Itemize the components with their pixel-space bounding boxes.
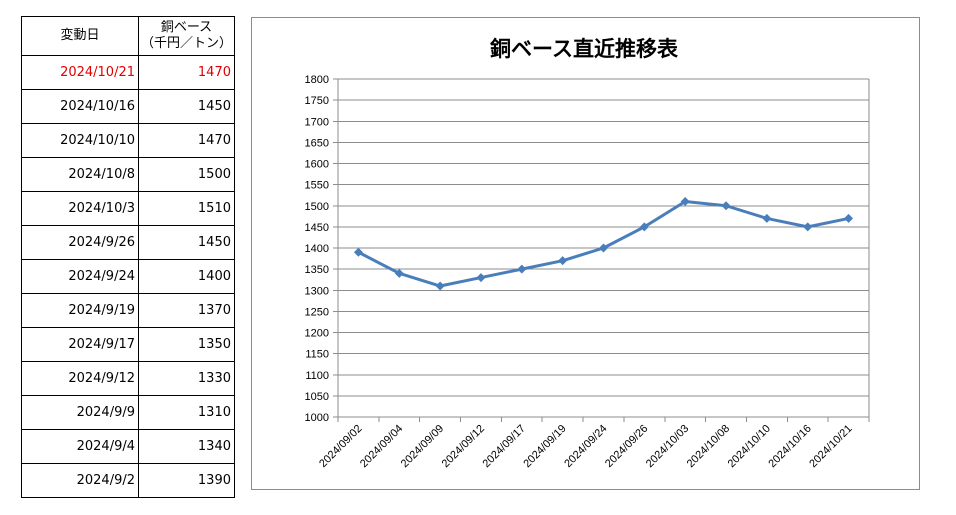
header-price-line1: 銅ベース xyxy=(160,20,213,35)
header-price-line2: （千円／トン） xyxy=(140,36,232,51)
x-tick-label: 2024/09/12 xyxy=(440,423,487,470)
x-tick-label: 2024/09/26 xyxy=(603,423,650,470)
table-row: 2024/9/26 1450 xyxy=(21,225,235,260)
header-price: 銅ベース （千円／トン） xyxy=(138,16,235,56)
row-price: 1340 xyxy=(138,429,235,464)
y-tick-label: 1200 xyxy=(305,328,329,340)
table-row: 2024/9/19 1370 xyxy=(21,293,235,328)
row-date: 2024/9/19 xyxy=(21,293,139,328)
row-date: 2024/9/9 xyxy=(21,395,139,430)
y-tick-label: 1450 xyxy=(305,222,329,234)
table-body: 2024/10/21 1470 2024/10/16 1450 2024/10/10 14… xyxy=(21,55,235,498)
x-tick-label: 2024/09/19 xyxy=(521,423,568,470)
y-tick-label: 1350 xyxy=(305,264,329,276)
data-point-marker xyxy=(639,222,649,232)
y-tick-label: 1300 xyxy=(305,285,329,297)
y-tick-label: 1400 xyxy=(305,243,329,255)
table-row: 2024/9/4 1340 xyxy=(21,429,235,464)
data-point-marker xyxy=(353,247,363,257)
y-tick-label: 1700 xyxy=(305,116,329,128)
table-row: 2024/10/3 1510 xyxy=(21,191,235,226)
x-tick-label: 2024/09/04 xyxy=(358,423,405,470)
row-price: 1310 xyxy=(138,395,235,430)
y-tick-label: 1750 xyxy=(305,95,329,107)
y-tick-label: 1550 xyxy=(305,180,329,192)
table-row: 2024/10/21 1470 xyxy=(21,55,235,90)
gridlines xyxy=(338,78,869,418)
row-price: 1400 xyxy=(138,259,235,294)
data-point-marker xyxy=(394,268,404,278)
row-date: 2024/10/3 xyxy=(21,191,139,226)
row-date: 2024/9/12 xyxy=(21,361,139,396)
data-point-marker xyxy=(844,213,854,223)
row-price: 1500 xyxy=(138,157,235,192)
row-date: 2024/9/26 xyxy=(21,225,139,260)
row-price: 1390 xyxy=(138,463,235,498)
table-row: 2024/9/9 1310 xyxy=(21,395,235,430)
data-point-marker xyxy=(762,213,772,223)
row-price: 1450 xyxy=(138,225,235,260)
y-tick-labels: 1000 1050 1100 1150 1200 1250 1300 1350 1400 1450… xyxy=(305,74,329,424)
y-tick-label: 1100 xyxy=(305,370,329,382)
table-row: 2024/10/10 1470 xyxy=(21,123,235,158)
x-tick-label: 2024/09/09 xyxy=(399,423,446,470)
row-date: 2024/9/24 xyxy=(21,259,139,294)
data-point-marker xyxy=(680,197,690,207)
row-price: 1370 xyxy=(138,293,235,328)
x-tick-label: 2024/10/21 xyxy=(807,423,854,470)
table-row: 2024/9/17 1350 xyxy=(21,327,235,362)
x-tick-label: 2024/10/08 xyxy=(685,423,732,470)
data-point-marker xyxy=(476,273,486,283)
data-point-marker xyxy=(721,201,731,211)
line-chart: 銅ベース直近推移表 1000 1050 1100 1150 1200 1250 1300 13… xyxy=(305,37,870,470)
row-date: 2024/10/21 xyxy=(21,55,139,90)
row-price: 1450 xyxy=(138,89,235,124)
row-price: 1470 xyxy=(138,55,235,90)
x-tick-label: 2024/09/02 xyxy=(317,423,364,470)
data-point-marker xyxy=(517,264,527,274)
y-tick-label: 1800 xyxy=(305,74,329,86)
x-tick-label: 2024/09/24 xyxy=(562,423,609,470)
row-price: 1330 xyxy=(138,361,235,396)
x-tick-label: 2024/09/17 xyxy=(481,423,528,470)
table-row: 2024/10/8 1500 xyxy=(21,157,235,192)
y-tick-label: 1600 xyxy=(305,159,329,171)
row-date: 2024/9/17 xyxy=(21,327,139,362)
row-price: 1350 xyxy=(138,327,235,362)
axes xyxy=(333,78,870,422)
chart-area: 銅ベース直近推移表 1000 1050 1100 1150 1200 1250 1300 13… xyxy=(251,17,920,490)
table-row: 2024/9/2 1390 xyxy=(21,463,235,498)
table-header-row: 変動日 銅ベース （千円／トン） xyxy=(21,16,235,56)
x-tick-label: 2024/10/16 xyxy=(766,423,813,470)
table-row: 2024/9/12 1330 xyxy=(21,361,235,396)
row-price: 1470 xyxy=(138,123,235,158)
data-point-marker xyxy=(599,243,608,253)
price-table: 変動日 銅ベース （千円／トン） 2024/10/21 1470 2024/10/1… xyxy=(21,16,235,498)
y-tick-label: 1050 xyxy=(305,391,329,403)
row-date: 2024/9/2 xyxy=(21,463,139,498)
x-tick-label: 2024/10/03 xyxy=(644,423,691,470)
x-tick-labels: 2024/09/022024/09/042024/09/092024/09/12… xyxy=(317,423,855,470)
row-date: 2024/10/16 xyxy=(21,89,139,124)
row-date: 2024/9/4 xyxy=(21,429,139,464)
y-tick-label: 1000 xyxy=(305,412,329,424)
series xyxy=(353,197,854,291)
data-point-marker xyxy=(435,281,445,291)
y-tick-label: 1150 xyxy=(305,349,329,361)
chart-title: 銅ベース直近推移表 xyxy=(490,37,679,61)
row-date: 2024/10/10 xyxy=(21,123,139,158)
header-date: 変動日 xyxy=(21,16,139,56)
table-row: 2024/9/24 1400 xyxy=(21,259,235,294)
data-point-marker xyxy=(558,256,568,266)
y-tick-label: 1650 xyxy=(305,137,329,149)
y-tick-label: 1500 xyxy=(305,201,329,213)
y-tick-label: 1250 xyxy=(305,306,329,318)
data-point-marker xyxy=(803,222,813,232)
table-row: 2024/10/16 1450 xyxy=(21,89,235,124)
x-tick-label: 2024/10/10 xyxy=(726,423,773,470)
row-price: 1510 xyxy=(138,191,235,226)
row-date: 2024/10/8 xyxy=(21,157,139,192)
